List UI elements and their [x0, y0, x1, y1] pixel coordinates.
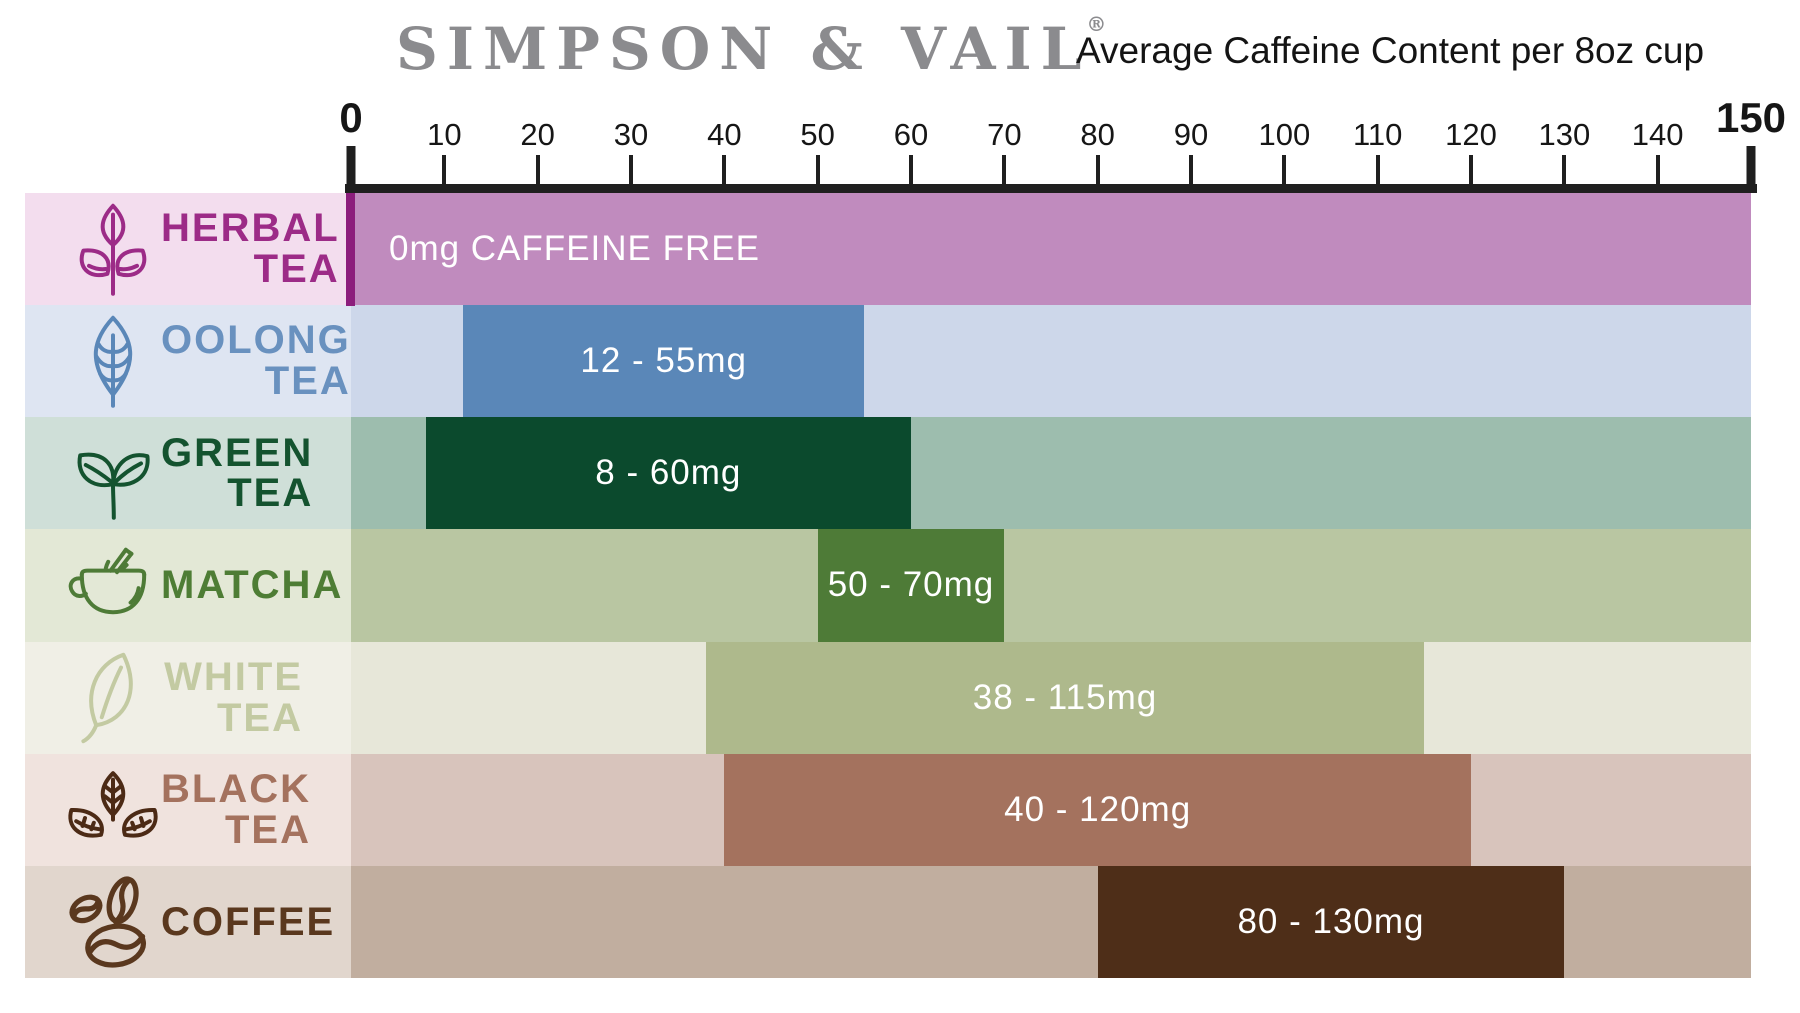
- coffee-range: 80 - 130mg: [1237, 901, 1425, 941]
- oolong-tea-bar: 12 - 55mg: [463, 305, 865, 418]
- tick-mark: [909, 155, 913, 184]
- herbal-tea-label: HERBAL TEA: [161, 206, 340, 292]
- row-herbal-tea: HERBAL TEA 0mg CAFFEINE FREE: [25, 193, 1751, 306]
- brand-title: SIMPSON & VAIL®: [396, 12, 1106, 83]
- white-tea-range: 38 - 115mg: [972, 677, 1158, 717]
- row-coffee: COFFEE 80 - 130mg: [25, 865, 1751, 978]
- black-tea-track: 40 - 120mg: [351, 753, 1751, 866]
- green-tea-label: GREEN TEA: [161, 430, 314, 516]
- green-tea-label-cell: GREEN TEA: [25, 417, 351, 530]
- herbal-tea-icon: [65, 201, 161, 297]
- green-tea-bar: 8 - 60mg: [425, 417, 911, 530]
- tick-label: 90: [1173, 117, 1209, 152]
- tick-label: 30: [613, 117, 649, 152]
- chart-subtitle: Average Caffeine Content per 8oz cup: [1076, 30, 1705, 71]
- tick-label: 140: [1631, 117, 1684, 152]
- green-tea-track: 8 - 60mg: [351, 417, 1751, 530]
- herbal-tea-label-cell: HERBAL TEA: [25, 193, 351, 306]
- oolong-tea-track: 12 - 55mg: [351, 305, 1751, 418]
- tick-mark: [815, 155, 820, 184]
- tick-mark: [1002, 155, 1007, 184]
- tick-label: 20: [520, 117, 555, 152]
- black-tea-bar: 40 - 120mg: [724, 753, 1471, 866]
- oolong-tea-icon: [65, 313, 161, 409]
- green-tea-range: 8 - 60mg: [595, 453, 742, 493]
- tick-label: 150: [1715, 94, 1787, 141]
- tick-mark: [1375, 155, 1380, 184]
- tick-label: 120: [1445, 117, 1497, 152]
- herbal-tea-range: 0mg CAFFEINE FREE: [389, 229, 760, 269]
- tick-mark: [1189, 155, 1193, 184]
- white-tea-icon: [65, 650, 161, 746]
- herbal-tea-track: 0mg CAFFEINE FREE: [351, 193, 1751, 306]
- chart-rows: HERBAL TEA 0mg CAFFEINE FREE OOLONG TEA: [25, 193, 1751, 978]
- tick-mark: [1655, 155, 1660, 184]
- x-axis-ticks: 0 10 20 30 40 50 60 70 80 90 100 110 120 130 140 150: [339, 94, 1786, 193]
- tick-mark: [346, 146, 356, 193]
- oolong-tea-range: 12 - 55mg: [580, 341, 747, 381]
- tick-mark: [535, 155, 540, 184]
- coffee-bar: 80 - 130mg: [1097, 865, 1565, 978]
- tick-mark: [1469, 155, 1473, 184]
- matcha-cup-icon: [65, 537, 161, 633]
- matcha-track: 50 - 70mg: [351, 529, 1751, 642]
- black-tea-range: 40 - 120mg: [1004, 789, 1192, 829]
- zero-axis-divider: [346, 193, 355, 306]
- tick-label: 60: [893, 117, 929, 152]
- matcha-label: MATCHA: [161, 563, 344, 608]
- tick-mark: [1095, 155, 1100, 184]
- oolong-tea-label: OOLONG TEA: [161, 318, 351, 404]
- tick-mark: [1746, 146, 1756, 193]
- coffee-beans-icon: [65, 874, 161, 970]
- tick-label: 50: [800, 117, 835, 152]
- registered-mark: ®: [1086, 12, 1107, 36]
- tick-label: 70: [987, 117, 1022, 152]
- tick-label: 10: [427, 117, 462, 152]
- row-oolong-tea: OOLONG TEA 12 - 55mg: [25, 305, 1751, 418]
- black-tea-icon: [65, 762, 161, 858]
- white-tea-label-cell: WHITE TEA: [25, 641, 351, 754]
- white-tea-label: WHITE TEA: [164, 654, 303, 740]
- tick-mark: [1282, 155, 1287, 184]
- tick-label: 80: [1080, 117, 1115, 152]
- row-matcha: MATCHA 50 - 70mg: [25, 529, 1751, 642]
- black-tea-label-cell: BLACK TEA: [25, 753, 351, 866]
- coffee-label-cell: COFFEE: [25, 865, 351, 978]
- tick-label: 110: [1352, 117, 1403, 152]
- white-tea-track: 38 - 115mg: [351, 641, 1751, 754]
- tick-mark: [442, 155, 447, 184]
- green-tea-icon: [65, 425, 161, 521]
- matcha-range: 50 - 70mg: [827, 565, 995, 605]
- row-black-tea: BLACK TEA 40 - 120mg: [25, 753, 1751, 866]
- matcha-bar: 50 - 70mg: [817, 529, 1005, 642]
- black-tea-label: BLACK TEA: [161, 766, 311, 852]
- tick-mark: [722, 155, 727, 184]
- tick-label: 40: [707, 117, 742, 152]
- oolong-tea-label-cell: OOLONG TEA: [25, 305, 351, 418]
- white-tea-bar: 38 - 115mg: [705, 641, 1425, 754]
- tick-mark: [1562, 155, 1567, 184]
- row-green-tea: GREEN TEA 8 - 60mg: [25, 417, 1751, 530]
- herbal-tea-bar: 0mg CAFFEINE FREE: [351, 193, 1751, 306]
- matcha-label-cell: MATCHA: [25, 529, 351, 642]
- tick-label: 0: [339, 94, 363, 141]
- tick-label: 130: [1538, 117, 1591, 152]
- x-axis-line: [345, 184, 1757, 193]
- brand-name: SIMPSON & VAIL: [396, 15, 1091, 83]
- tick-mark: [629, 155, 633, 184]
- coffee-label: COFFEE: [161, 899, 336, 944]
- tick-label: 100: [1258, 117, 1311, 152]
- row-white-tea: WHITE TEA 38 - 115mg: [25, 641, 1751, 754]
- coffee-track: 80 - 130mg: [351, 865, 1751, 978]
